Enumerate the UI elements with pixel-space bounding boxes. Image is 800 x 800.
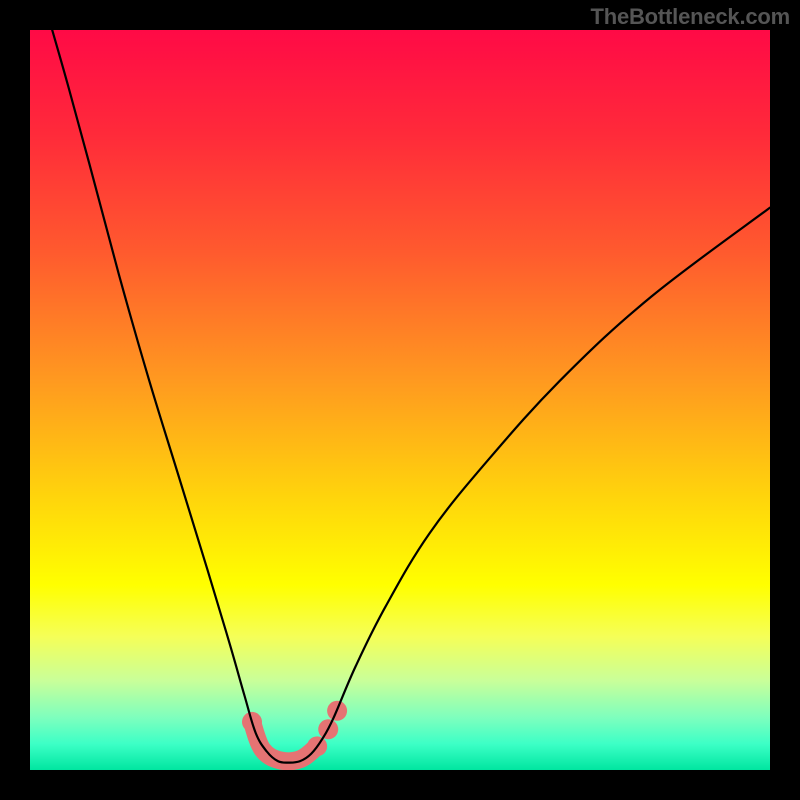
chart-background-gradient [30,30,770,770]
watermark-text: TheBottleneck.com [590,4,790,30]
bottleneck-chart [0,0,800,800]
figure-frame: TheBottleneck.com [0,0,800,800]
